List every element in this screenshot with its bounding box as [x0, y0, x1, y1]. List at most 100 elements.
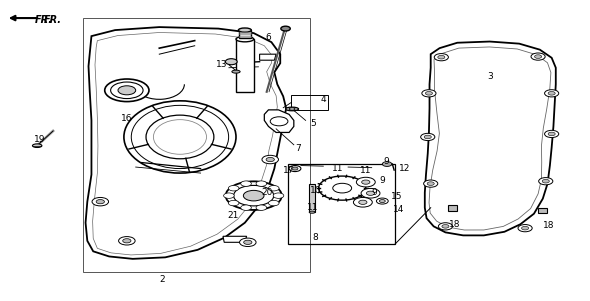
Text: FR.: FR.	[44, 14, 63, 25]
Circle shape	[268, 200, 279, 206]
Text: 12: 12	[398, 164, 410, 173]
Circle shape	[545, 130, 559, 138]
Circle shape	[382, 162, 392, 166]
Circle shape	[427, 182, 434, 185]
Ellipse shape	[124, 101, 236, 173]
Circle shape	[119, 237, 135, 245]
Ellipse shape	[225, 181, 281, 210]
Text: 8: 8	[313, 233, 319, 242]
Ellipse shape	[286, 107, 299, 111]
Text: 2: 2	[159, 275, 165, 284]
Ellipse shape	[243, 190, 264, 201]
Ellipse shape	[105, 79, 149, 102]
Text: 20: 20	[261, 188, 273, 197]
Text: 5: 5	[310, 119, 316, 128]
Polygon shape	[538, 208, 547, 213]
Text: 16: 16	[121, 114, 133, 123]
Polygon shape	[448, 205, 457, 211]
Circle shape	[424, 135, 431, 139]
Bar	[239, 30, 251, 38]
Polygon shape	[223, 236, 247, 242]
Bar	[236, 39, 254, 92]
Circle shape	[434, 54, 448, 61]
Text: 3: 3	[487, 72, 493, 81]
Text: 6: 6	[266, 33, 271, 42]
Ellipse shape	[118, 86, 136, 95]
Text: 14: 14	[392, 205, 404, 214]
Circle shape	[353, 197, 372, 207]
Text: 21: 21	[227, 211, 239, 220]
Circle shape	[356, 177, 375, 187]
Circle shape	[438, 55, 445, 59]
Text: 4: 4	[320, 95, 326, 104]
Circle shape	[359, 200, 367, 204]
Ellipse shape	[236, 36, 254, 42]
Circle shape	[518, 225, 532, 232]
Text: 11: 11	[332, 164, 344, 173]
Circle shape	[548, 92, 555, 95]
Circle shape	[421, 133, 435, 141]
Circle shape	[376, 198, 388, 204]
Circle shape	[266, 157, 274, 162]
Circle shape	[535, 55, 542, 58]
Circle shape	[228, 185, 239, 191]
Circle shape	[438, 223, 453, 230]
Text: 13: 13	[215, 60, 227, 69]
Bar	[83, 18, 310, 272]
Circle shape	[268, 185, 279, 191]
Polygon shape	[425, 42, 556, 235]
Circle shape	[224, 193, 234, 198]
Bar	[288, 164, 395, 244]
Ellipse shape	[292, 167, 298, 170]
Ellipse shape	[289, 108, 295, 110]
Circle shape	[442, 225, 449, 228]
Circle shape	[361, 188, 380, 198]
Polygon shape	[264, 110, 294, 132]
Text: 18: 18	[448, 220, 460, 229]
Circle shape	[422, 90, 436, 97]
Ellipse shape	[281, 26, 290, 31]
Circle shape	[256, 205, 267, 210]
Circle shape	[92, 197, 109, 206]
Bar	[309, 184, 315, 212]
Circle shape	[241, 181, 251, 186]
Polygon shape	[260, 54, 276, 60]
Text: 11: 11	[307, 203, 319, 212]
Text: FR.: FR.	[35, 14, 53, 25]
Circle shape	[123, 239, 131, 243]
Ellipse shape	[238, 28, 251, 32]
Circle shape	[545, 90, 559, 97]
Text: 11: 11	[360, 166, 372, 175]
Text: 17: 17	[283, 166, 295, 175]
Ellipse shape	[232, 70, 240, 73]
Ellipse shape	[319, 176, 366, 200]
Circle shape	[424, 180, 438, 187]
Text: 9: 9	[379, 176, 385, 185]
Circle shape	[225, 59, 237, 65]
Circle shape	[542, 179, 549, 183]
Circle shape	[548, 132, 555, 136]
Polygon shape	[86, 27, 286, 259]
Circle shape	[262, 155, 278, 164]
Ellipse shape	[289, 166, 301, 172]
Circle shape	[379, 200, 385, 203]
Circle shape	[228, 200, 239, 206]
Text: 9: 9	[383, 157, 389, 166]
Ellipse shape	[309, 211, 315, 213]
Circle shape	[256, 181, 267, 186]
Circle shape	[96, 200, 104, 204]
Circle shape	[241, 205, 251, 210]
Circle shape	[362, 180, 370, 184]
Text: 19: 19	[34, 135, 46, 144]
Circle shape	[366, 191, 375, 195]
Ellipse shape	[32, 144, 42, 147]
Text: 15: 15	[391, 192, 402, 201]
Circle shape	[531, 53, 545, 60]
Text: 9: 9	[372, 188, 378, 197]
Circle shape	[244, 240, 252, 244]
Text: 7: 7	[295, 144, 301, 154]
Text: 10: 10	[310, 186, 322, 195]
Circle shape	[240, 238, 256, 247]
Circle shape	[273, 193, 284, 198]
Circle shape	[539, 178, 553, 185]
